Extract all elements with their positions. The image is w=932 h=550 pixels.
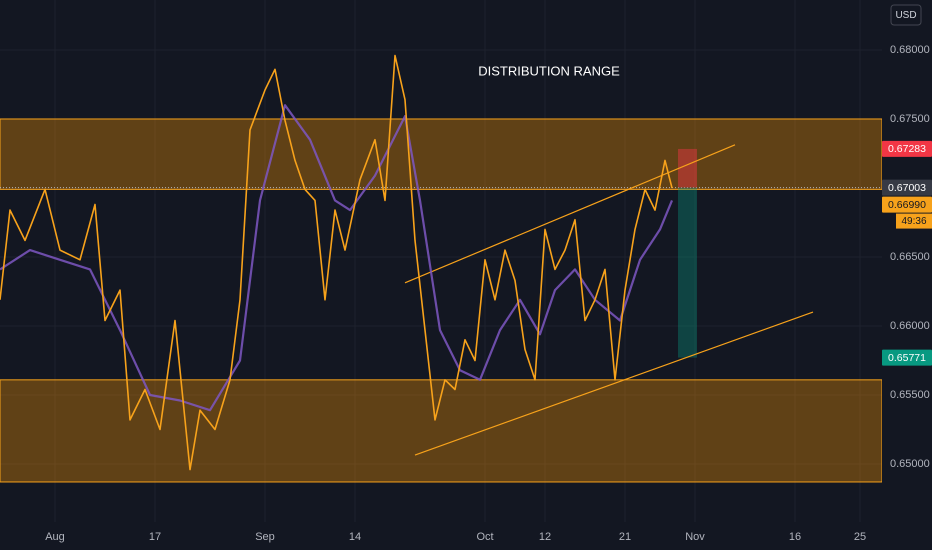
x-tick-label: Sep — [255, 531, 275, 543]
series-line — [0, 104, 674, 412]
x-tick-label: 14 — [349, 531, 361, 543]
annotation: DISTRIBUTION RANGE — [478, 63, 620, 78]
series-line — [0, 54, 673, 471]
x-tick-label: Nov — [685, 531, 705, 543]
time-axis — [0, 522, 932, 550]
price-label: 0.67003 — [888, 182, 926, 194]
price-axis — [882, 0, 932, 550]
price-label-box — [882, 196, 932, 213]
y-tick-label: 0.67500 — [890, 113, 930, 125]
y-tick-label: 0.65000 — [890, 458, 930, 470]
y-tick-label: 0.66000 — [890, 320, 930, 332]
y-tick-label: 0.66500 — [890, 251, 930, 263]
currency[interactable]: USD — [895, 10, 916, 21]
x-tick-label: 12 — [539, 531, 551, 543]
price-label-box — [882, 349, 932, 366]
price-label: 0.65771 — [888, 352, 926, 364]
countdown: 49:36 — [901, 216, 926, 227]
range-zone — [0, 118, 883, 190]
channel-line — [414, 311, 814, 456]
currency-button[interactable] — [890, 4, 922, 26]
y-tick-label: 0.65500 — [890, 389, 930, 401]
x-tick-label: 25 — [854, 531, 866, 543]
x-tick-label: Oct — [476, 531, 493, 543]
price-label: 0.66990 — [888, 199, 926, 211]
price-label-box — [882, 179, 932, 196]
channel-line — [404, 144, 736, 284]
x-tick-label: 16 — [789, 531, 801, 543]
y-tick-label: 0.68000 — [890, 44, 930, 56]
x-tick-label: 17 — [149, 531, 161, 543]
stop-zone — [678, 148, 697, 188]
countdown-box — [896, 213, 932, 229]
target-zone — [678, 187, 697, 358]
x-tick-label: 21 — [619, 531, 631, 543]
x-tick-label: Aug — [45, 531, 65, 543]
price-label-box — [882, 140, 932, 157]
plot-area — [0, 0, 883, 522]
price-label: 0.67283 — [888, 143, 926, 155]
